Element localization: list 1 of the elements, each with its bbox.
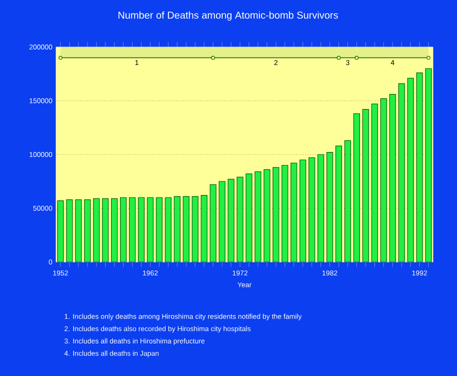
chart-title: Number of Deaths among Atomic-bomb Survivors bbox=[118, 11, 338, 21]
